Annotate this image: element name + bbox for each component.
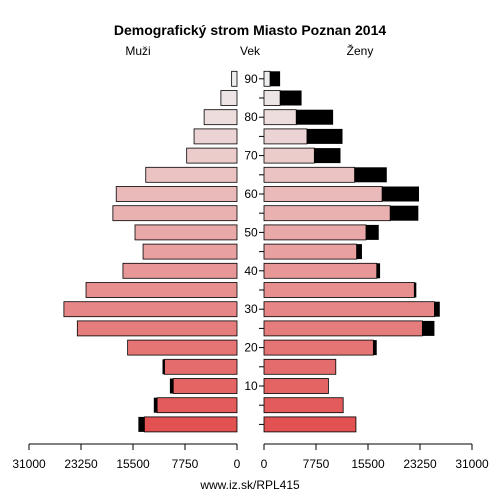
bar-women-excess-35-39 [414,282,417,298]
center-axis-label: Vek [240,44,261,58]
age-tick-label: 60 [244,187,258,201]
bar-women-40-44 [263,262,378,279]
x-tick-label-left: 15500 [116,457,150,471]
bar-men-excess-0-4 [138,416,145,432]
bar-women-15-19 [263,358,337,375]
bar-men-10-14 [172,378,238,394]
bar-women-excess-45-49 [356,244,362,260]
bar-women-0-4 [263,416,357,433]
bar-men-85-89 [220,90,238,106]
axes-group: 10 20 30 40 50 60 70 80 90 31000 23250 15500 7750 0 0 7… [12,72,489,471]
age-tick-label: 40 [244,264,258,278]
bar-women-90+ [263,70,271,87]
bar-women-55-59 [263,205,391,222]
bar-women-30-34 [263,301,435,318]
bar-men-excess-10-14 [169,378,174,394]
bar-women-50-54 [263,224,367,241]
age-tick-label: 30 [244,302,258,316]
bar-women-excess-80-84 [296,109,334,125]
bar-men-30-34 [63,301,238,318]
x-tick-label-right: 31000 [455,457,489,471]
right-series-label: Ženy [347,43,374,58]
bar-men-70-74 [186,147,238,164]
bar-men-15-19 [164,358,238,375]
bar-men-40-44 [122,262,238,279]
bar-women-65-69 [263,166,355,183]
bar-women-35-39 [263,282,415,298]
bar-women-20-24 [263,339,374,356]
bar-men-25-29 [76,320,238,337]
age-tick-label: 80 [244,110,258,124]
x-tick-label-right: 0 [261,457,268,471]
bar-women-45-49 [263,243,357,260]
bar-women-excess-75-79 [306,128,343,144]
age-tick-label: 10 [244,379,258,393]
bars-group [63,70,440,433]
bar-men-80-84 [203,109,238,126]
x-tick-label-left: 23250 [64,457,98,471]
left-series-label: Muži [125,44,150,58]
bar-men-excess-5-9 [153,397,158,413]
bar-women-excess-60-64 [382,186,419,202]
bar-women-25-29 [263,320,423,337]
x-tick-label-right: 23250 [403,457,437,471]
age-tick-label: 70 [244,149,258,163]
bar-women-excess-70-74 [314,148,341,164]
bar-men-90+ [231,70,238,87]
bar-men-20-24 [127,339,238,356]
bar-men-60-64 [115,186,238,202]
bar-women-excess-65-69 [354,167,387,183]
age-tick-label: 90 [244,72,258,86]
bar-men-65-69 [145,166,238,183]
bar-men-55-59 [112,205,238,222]
bar-women-5-9 [263,397,344,414]
bar-women-excess-30-34 [434,301,440,317]
bar-women-70-74 [263,147,315,164]
age-tick-label: 20 [244,341,258,355]
chart-title: Demografický strom Miasto Poznan 2014 [114,22,387,38]
bar-men-35-39 [85,282,238,298]
bar-women-75-79 [263,128,308,145]
x-tick-label-left: 0 [234,457,241,471]
bar-women-excess-85-89 [280,90,302,106]
bar-women-80-84 [263,109,297,126]
bar-men-0-4 [144,416,238,433]
x-tick-label-left: 31000 [12,457,46,471]
bar-men-45-49 [142,243,238,260]
bar-women-excess-90+ [270,71,281,87]
bar-women-60-64 [263,186,383,202]
x-tick-label-right: 15500 [351,457,385,471]
bar-men-excess-15-19 [162,359,165,375]
x-tick-label-right: 7750 [303,457,330,471]
bar-women-85-89 [263,90,281,106]
bar-women-10-14 [263,378,329,394]
bar-men-50-54 [134,224,238,241]
age-tick-label: 50 [244,225,258,239]
bar-women-excess-40-44 [376,263,381,279]
bar-women-excess-20-24 [373,340,377,356]
bar-women-excess-55-59 [390,205,419,221]
x-tick-label-left: 7750 [172,457,199,471]
bar-women-excess-25-29 [422,320,435,336]
bar-women-excess-50-54 [365,224,379,240]
footer-source: www.iz.sk/RPL415 [199,478,300,492]
bar-men-5-9 [156,397,238,414]
bar-men-75-79 [193,128,238,145]
